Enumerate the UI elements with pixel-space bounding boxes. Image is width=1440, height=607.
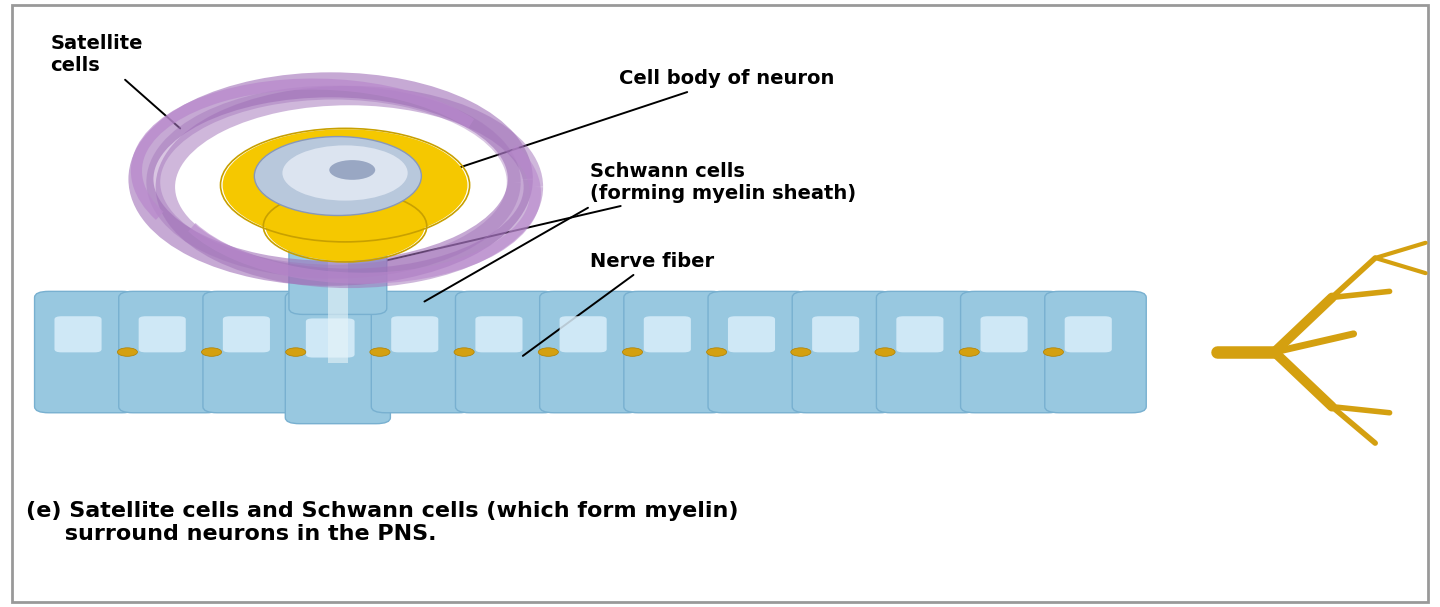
- FancyBboxPatch shape: [203, 291, 304, 413]
- Circle shape: [539, 348, 559, 356]
- Ellipse shape: [282, 145, 408, 200]
- FancyBboxPatch shape: [285, 291, 390, 424]
- FancyBboxPatch shape: [1045, 291, 1146, 413]
- Circle shape: [791, 348, 811, 356]
- Circle shape: [117, 348, 137, 356]
- FancyBboxPatch shape: [708, 291, 809, 413]
- FancyBboxPatch shape: [560, 316, 606, 352]
- Circle shape: [622, 348, 642, 356]
- FancyBboxPatch shape: [729, 316, 775, 352]
- FancyBboxPatch shape: [812, 316, 860, 352]
- Bar: [328, 188, 348, 363]
- FancyBboxPatch shape: [792, 291, 894, 413]
- FancyBboxPatch shape: [475, 316, 523, 352]
- FancyBboxPatch shape: [223, 316, 269, 352]
- FancyBboxPatch shape: [981, 316, 1028, 352]
- Ellipse shape: [321, 151, 406, 183]
- FancyBboxPatch shape: [877, 291, 978, 413]
- Ellipse shape: [330, 160, 376, 180]
- Text: Nerve fiber: Nerve fiber: [523, 251, 714, 356]
- FancyBboxPatch shape: [540, 291, 641, 413]
- FancyBboxPatch shape: [624, 291, 726, 413]
- Circle shape: [202, 348, 222, 356]
- FancyBboxPatch shape: [1064, 316, 1112, 352]
- FancyBboxPatch shape: [960, 291, 1063, 413]
- Circle shape: [1044, 348, 1064, 356]
- Circle shape: [370, 348, 390, 356]
- FancyBboxPatch shape: [392, 316, 438, 352]
- FancyBboxPatch shape: [896, 316, 943, 352]
- FancyBboxPatch shape: [55, 316, 102, 352]
- Circle shape: [876, 348, 896, 356]
- FancyBboxPatch shape: [138, 316, 186, 352]
- FancyBboxPatch shape: [372, 291, 472, 413]
- FancyBboxPatch shape: [35, 291, 135, 413]
- FancyBboxPatch shape: [118, 291, 220, 413]
- Ellipse shape: [223, 129, 468, 241]
- Circle shape: [285, 348, 305, 356]
- Text: (e) Satellite cells and Schwann cells (which form myelin)
     surround neurons : (e) Satellite cells and Schwann cells (w…: [26, 501, 739, 544]
- Circle shape: [959, 348, 979, 356]
- Text: Satellite
cells: Satellite cells: [50, 34, 180, 129]
- Circle shape: [707, 348, 727, 356]
- FancyBboxPatch shape: [644, 316, 691, 352]
- FancyBboxPatch shape: [455, 291, 557, 413]
- Ellipse shape: [265, 191, 425, 261]
- FancyBboxPatch shape: [305, 319, 354, 358]
- FancyBboxPatch shape: [315, 283, 360, 322]
- Ellipse shape: [255, 137, 422, 215]
- Circle shape: [454, 348, 474, 356]
- Text: Cell body of neuron: Cell body of neuron: [428, 69, 835, 178]
- Text: Schwann cells
(forming myelin sheath): Schwann cells (forming myelin sheath): [347, 161, 857, 270]
- FancyBboxPatch shape: [289, 204, 387, 314]
- FancyBboxPatch shape: [308, 226, 354, 260]
